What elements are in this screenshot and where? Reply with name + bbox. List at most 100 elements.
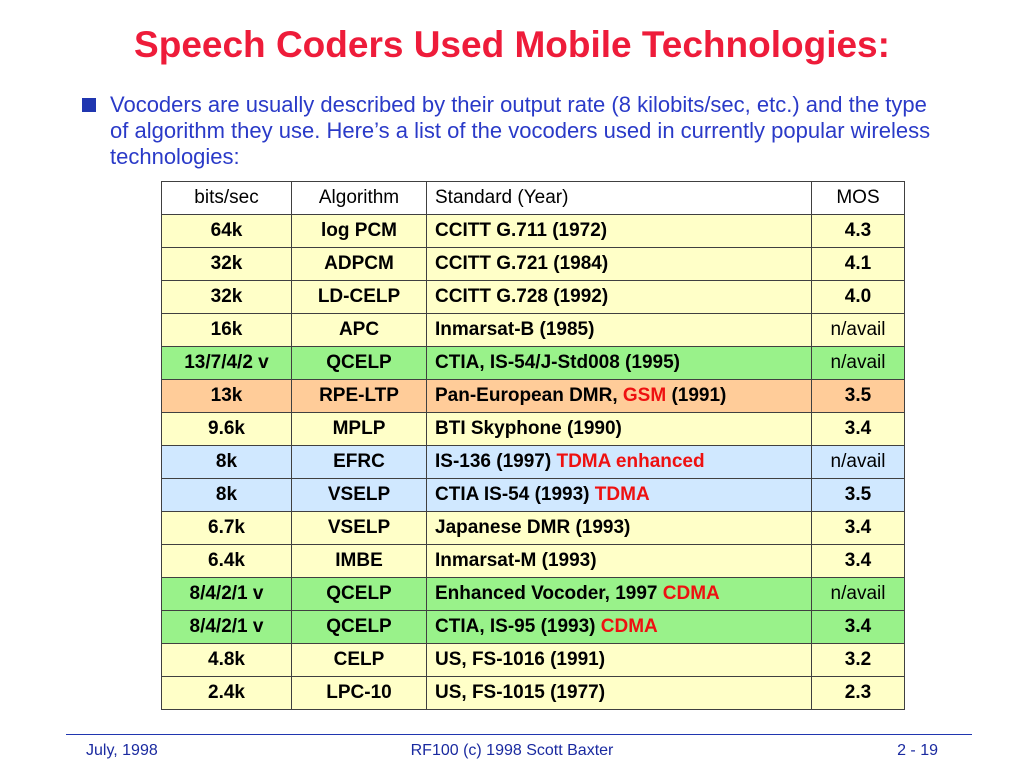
standard-text: US, FS-1016 (1991): [435, 649, 606, 670]
vocoder-table: bits/sec Algorithm Standard (Year) MOS 6…: [161, 181, 905, 710]
cell-standard-year: CCITT G.721 (1984): [426, 247, 812, 281]
cell-standard-year: Pan-European DMR, GSM (1991): [426, 379, 812, 413]
cell-algorithm: log PCM: [291, 214, 427, 248]
cell-bits-per-sec: 4.8k: [161, 643, 292, 677]
cell-algorithm: EFRC: [291, 445, 427, 479]
cell-algorithm: QCELP: [291, 577, 427, 611]
footer-page-number: 2 - 19: [897, 742, 938, 759]
cell-standard-year: US, FS-1015 (1977): [426, 676, 812, 710]
cell-algorithm: VSELP: [291, 478, 427, 512]
table-row: 32k LD-CELP CCITT G.728 (1992) 4.0: [161, 280, 905, 314]
table-row: 32k ADPCM CCITT G.721 (1984) 4.1: [161, 247, 905, 281]
header-bits-per-sec: bits/sec: [161, 181, 292, 215]
cell-bits-per-sec: 8k: [161, 445, 292, 479]
cell-bits-per-sec: 6.4k: [161, 544, 292, 578]
cell-mos: 3.5: [811, 478, 905, 512]
cell-mos: n/avail: [811, 346, 905, 380]
cell-mos: n/avail: [811, 313, 905, 347]
standard-text: Enhanced Vocoder, 1997: [435, 583, 663, 604]
technology-highlight: TDMA enhanced: [556, 451, 705, 472]
slide-title: Speech Coders Used Mobile Technologies:: [134, 24, 890, 65]
cell-bits-per-sec: 64k: [161, 214, 292, 248]
cell-algorithm: RPE-LTP: [291, 379, 427, 413]
table-row: 6.7k VSELP Japanese DMR (1993) 3.4: [161, 511, 905, 545]
cell-algorithm: CELP: [291, 643, 427, 677]
cell-mos: 3.4: [811, 610, 905, 644]
standard-text: Inmarsat-M (1993): [435, 550, 597, 571]
footer-course: RF100 (c) 1998 Scott Baxter: [410, 742, 614, 759]
cell-bits-per-sec: 13k: [161, 379, 292, 413]
cell-algorithm: LD-CELP: [291, 280, 427, 314]
cell-bits-per-sec: 2.4k: [161, 676, 292, 710]
header-algorithm: Algorithm: [291, 181, 427, 215]
table-row: 8k EFRC IS-136 (1997) TDMA enhanced n/avail: [161, 445, 905, 479]
cell-bits-per-sec: 8k: [161, 478, 292, 512]
cell-standard-year: CCITT G.728 (1992): [426, 280, 812, 314]
cell-mos: 4.0: [811, 280, 905, 314]
cell-algorithm: APC: [291, 313, 427, 347]
table-row: 4.8k CELP US, FS-1016 (1991) 3.2: [161, 643, 905, 677]
standard-text: CTIA, IS-95 (1993): [435, 616, 601, 637]
table-row: 16k APC Inmarsat-B (1985) n/avail: [161, 313, 905, 347]
cell-bits-per-sec: 6.7k: [161, 511, 292, 545]
table-row: 9.6k MPLP BTI Skyphone (1990) 3.4: [161, 412, 905, 446]
cell-mos: 2.3: [811, 676, 905, 710]
cell-algorithm: ADPCM: [291, 247, 427, 281]
table-header-row: bits/sec Algorithm Standard (Year) MOS: [161, 181, 905, 215]
square-bullet-icon: [82, 98, 96, 112]
table-row: 8k VSELP CTIA IS-54 (1993) TDMA 3.5: [161, 478, 905, 512]
technology-highlight: TDMA: [594, 484, 650, 505]
cell-bits-per-sec: 32k: [161, 247, 292, 281]
cell-standard-year: Inmarsat-M (1993): [426, 544, 812, 578]
table-row: 6.4k IMBE Inmarsat-M (1993) 3.4: [161, 544, 905, 578]
cell-standard-year: Inmarsat-B (1985): [426, 313, 812, 347]
cell-mos: 3.4: [811, 544, 905, 578]
cell-algorithm: MPLP: [291, 412, 427, 446]
cell-algorithm: IMBE: [291, 544, 427, 578]
cell-mos: 3.4: [811, 412, 905, 446]
cell-mos: n/avail: [811, 577, 905, 611]
cell-standard-year: US, FS-1016 (1991): [426, 643, 812, 677]
cell-standard-year: BTI Skyphone (1990): [426, 412, 812, 446]
cell-standard-year: Japanese DMR (1993): [426, 511, 812, 545]
standard-text: BTI Skyphone (1990): [435, 418, 622, 439]
technology-highlight: GSM: [622, 385, 667, 406]
footer-date: July, 1998: [86, 742, 158, 759]
cell-standard-year: Enhanced Vocoder, 1997 CDMA: [426, 577, 812, 611]
cell-algorithm: VSELP: [291, 511, 427, 545]
footer-divider: [66, 734, 972, 735]
table-row: 8/4/2/1 v QCELP Enhanced Vocoder, 1997 CDM…: [161, 577, 905, 611]
cell-bits-per-sec: 32k: [161, 280, 292, 314]
standard-text: Pan-European DMR,: [435, 385, 623, 406]
standard-text: CCITT G.711 (1972): [435, 220, 608, 241]
standard-year-text: (1991): [666, 385, 727, 406]
table-row: 13k RPE-LTP Pan-European DMR, GSM (1991) 3.…: [161, 379, 905, 413]
technology-highlight: CDMA: [662, 583, 720, 604]
cell-standard-year: CTIA, IS-54/J-Std008 (1995): [426, 346, 812, 380]
cell-standard-year: CTIA IS-54 (1993) TDMA: [426, 478, 812, 512]
standard-text: CCITT G.721 (1984): [435, 253, 609, 274]
cell-mos: n/avail: [811, 445, 905, 479]
table-row: 64k log PCM CCITT G.711 (1972) 4.3: [161, 214, 905, 248]
cell-bits-per-sec: 8/4/2/1 v: [161, 610, 292, 644]
cell-mos: 3.2: [811, 643, 905, 677]
technology-highlight: CDMA: [600, 616, 658, 637]
table-row: 13/7/4/2 v QCELP CTIA, IS-54/J-Std008 (199…: [161, 346, 905, 380]
table-body: 64k log PCM CCITT G.711 (1972) 4.3 32k ADPCM C…: [161, 214, 905, 710]
header-mos: MOS: [811, 181, 905, 215]
standard-text: Inmarsat-B (1985): [435, 319, 595, 340]
cell-algorithm: QCELP: [291, 610, 427, 644]
cell-bits-per-sec: 16k: [161, 313, 292, 347]
cell-bits-per-sec: 13/7/4/2 v: [161, 346, 292, 380]
cell-mos: 4.1: [811, 247, 905, 281]
standard-text: CCITT G.728 (1992): [435, 286, 609, 307]
standard-text: US, FS-1015 (1977): [435, 682, 606, 703]
cell-bits-per-sec: 8/4/2/1 v: [161, 577, 292, 611]
cell-standard-year: CCITT G.711 (1972): [426, 214, 812, 248]
cell-mos: 3.5: [811, 379, 905, 413]
standard-text: Japanese DMR (1993): [435, 517, 631, 538]
cell-algorithm: QCELP: [291, 346, 427, 380]
cell-mos: 4.3: [811, 214, 905, 248]
table-row: 8/4/2/1 v QCELP CTIA, IS-95 (1993) CDMA 3.4: [161, 610, 905, 644]
cell-bits-per-sec: 9.6k: [161, 412, 292, 446]
